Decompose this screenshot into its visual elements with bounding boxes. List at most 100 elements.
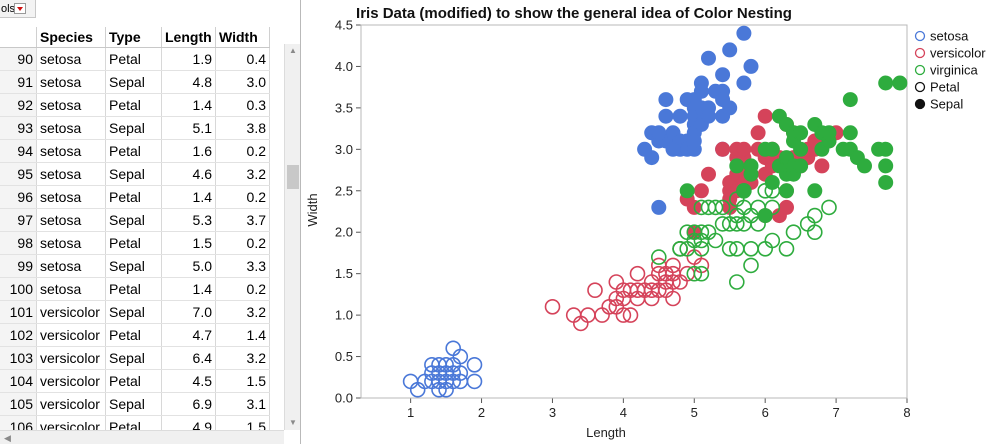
species-cell[interactable]: setosa <box>36 277 106 301</box>
data-point-virginica-sepal[interactable] <box>878 75 894 91</box>
species-cell[interactable]: setosa <box>36 139 106 163</box>
data-point-versicolor-sepal[interactable] <box>736 141 752 157</box>
data-point-virginica-petal[interactable] <box>672 241 688 257</box>
data-point-versicolor-petal[interactable] <box>565 307 582 323</box>
header-width[interactable]: Width <box>215 27 270 48</box>
data-point-versicolor-petal[interactable] <box>665 257 681 274</box>
species-cell[interactable]: setosa <box>36 47 106 71</box>
scroll-up-arrow-icon[interactable]: ▲ <box>289 46 297 55</box>
data-point-virginica-sepal[interactable] <box>757 208 773 224</box>
vertical-scroll-thumb[interactable] <box>287 165 299 189</box>
length-cell[interactable]: 5.0 <box>161 254 216 278</box>
length-cell[interactable]: 7.0 <box>161 300 216 324</box>
data-point-setosa-sepal[interactable] <box>736 75 752 91</box>
data-point-virginica-sepal[interactable] <box>764 175 780 190</box>
data-point-versicolor-petal[interactable] <box>622 307 639 323</box>
type-cell[interactable]: Petal <box>105 93 162 117</box>
width-cell[interactable]: 3.7 <box>215 208 270 232</box>
data-point-virginica-sepal[interactable] <box>793 125 809 141</box>
data-point-setosa-petal[interactable] <box>445 365 461 381</box>
row-number-cell[interactable]: 102 <box>0 323 37 347</box>
length-cell[interactable]: 6.4 <box>161 346 216 370</box>
data-point-virginica-petal[interactable] <box>693 265 710 282</box>
data-point-setosa-sepal[interactable] <box>693 83 709 99</box>
data-point-virginica-petal[interactable] <box>743 241 759 257</box>
legend-label[interactable]: Petal <box>930 80 960 95</box>
data-point-versicolor-petal[interactable] <box>594 307 610 323</box>
row-number-cell[interactable]: 95 <box>0 162 37 186</box>
data-point-versicolor-petal[interactable] <box>544 298 561 315</box>
length-cell[interactable]: 1.4 <box>161 185 216 209</box>
row-number-cell[interactable]: 104 <box>0 369 37 393</box>
data-point-virginica-sepal[interactable] <box>892 75 908 91</box>
type-cell[interactable]: Sepal <box>105 162 162 186</box>
length-cell[interactable]: 1.5 <box>161 231 216 255</box>
width-cell[interactable]: 0.3 <box>215 93 270 117</box>
data-point-setosa-sepal[interactable] <box>701 108 716 124</box>
table-row[interactable]: 97 setosa Sepal 5.3 3.7 <box>0 208 270 232</box>
data-point-virginica-petal[interactable] <box>757 241 774 257</box>
data-point-virginica-petal[interactable] <box>821 199 837 216</box>
table-row[interactable]: 105 versicolor Sepal 6.9 3.1 <box>0 392 270 416</box>
header-length[interactable]: Length <box>161 27 216 48</box>
data-point-setosa-sepal[interactable] <box>743 58 759 74</box>
row-number-cell[interactable]: 93 <box>0 116 37 140</box>
data-point-setosa-sepal[interactable] <box>701 50 716 66</box>
length-cell[interactable]: 5.3 <box>161 208 216 232</box>
width-cell[interactable]: 3.8 <box>215 116 270 140</box>
table-row[interactable]: 93 setosa Sepal 5.1 3.8 <box>0 116 270 140</box>
type-cell[interactable]: Petal <box>105 185 162 209</box>
table-row[interactable]: 98 setosa Petal 1.5 0.2 <box>0 231 270 255</box>
type-cell[interactable]: Sepal <box>105 208 162 232</box>
data-point-virginica-petal[interactable] <box>686 265 703 282</box>
data-point-virginica-petal[interactable] <box>785 224 802 240</box>
type-cell[interactable]: Petal <box>105 139 162 163</box>
length-cell[interactable]: 1.4 <box>161 93 216 117</box>
data-point-virginica-sepal[interactable] <box>679 183 695 199</box>
data-point-virginica-petal[interactable] <box>728 216 745 232</box>
data-point-virginica-sepal[interactable] <box>842 92 858 108</box>
type-cell[interactable]: Sepal <box>105 254 162 278</box>
data-point-setosa-sepal[interactable] <box>658 108 674 124</box>
type-cell[interactable]: Sepal <box>105 116 162 140</box>
legend-label[interactable]: Sepal <box>930 97 963 112</box>
data-point-virginica-petal[interactable] <box>707 232 724 249</box>
vertical-scrollbar[interactable]: ▲ ▼ <box>284 44 300 430</box>
data-point-setosa-sepal[interactable] <box>672 108 688 124</box>
type-cell[interactable]: Petal <box>105 231 162 255</box>
type-cell[interactable]: Petal <box>105 369 162 393</box>
species-cell[interactable]: setosa <box>36 231 106 255</box>
species-cell[interactable]: setosa <box>36 254 106 278</box>
data-point-versicolor-petal[interactable] <box>693 257 710 274</box>
data-point-virginica-sepal[interactable] <box>807 183 823 199</box>
data-point-virginica-sepal[interactable] <box>764 141 780 157</box>
width-cell[interactable]: 3.2 <box>215 300 270 324</box>
data-point-virginica-sepal[interactable] <box>878 175 894 190</box>
length-cell[interactable]: 4.5 <box>161 369 216 393</box>
width-cell[interactable]: 3.2 <box>215 162 270 186</box>
data-point-versicolor-sepal[interactable] <box>693 183 709 199</box>
table-row[interactable]: 99 setosa Sepal 5.0 3.3 <box>0 254 270 278</box>
width-cell[interactable]: 0.4 <box>215 47 270 71</box>
table-row[interactable]: 100 setosa Petal 1.4 0.2 <box>0 277 270 301</box>
data-point-versicolor-petal[interactable] <box>629 265 646 282</box>
length-cell[interactable]: 1.4 <box>161 277 216 301</box>
type-cell[interactable]: Sepal <box>105 392 162 416</box>
species-cell[interactable]: setosa <box>36 93 106 117</box>
table-row[interactable]: 92 setosa Petal 1.4 0.3 <box>0 93 270 117</box>
row-number-cell[interactable]: 91 <box>0 70 37 94</box>
data-point-virginica-petal[interactable] <box>693 241 710 257</box>
data-point-setosa-sepal[interactable] <box>658 92 674 108</box>
data-point-setosa-petal[interactable] <box>466 356 483 373</box>
horizontal-scrollbar[interactable]: ◀ <box>0 430 284 444</box>
data-point-virginica-petal[interactable] <box>736 199 752 216</box>
table-row[interactable]: 101 versicolor Sepal 7.0 3.2 <box>0 300 270 324</box>
length-cell[interactable]: 1.9 <box>161 47 216 71</box>
width-cell[interactable]: 0.2 <box>215 277 270 301</box>
data-point-virginica-petal[interactable] <box>707 199 724 216</box>
data-point-setosa-petal[interactable] <box>402 373 419 390</box>
data-point-virginica-sepal[interactable] <box>736 183 752 199</box>
header-species[interactable]: Species <box>36 27 106 48</box>
data-point-virginica-petal[interactable] <box>650 249 667 265</box>
data-point-virginica-sepal[interactable] <box>842 125 858 141</box>
